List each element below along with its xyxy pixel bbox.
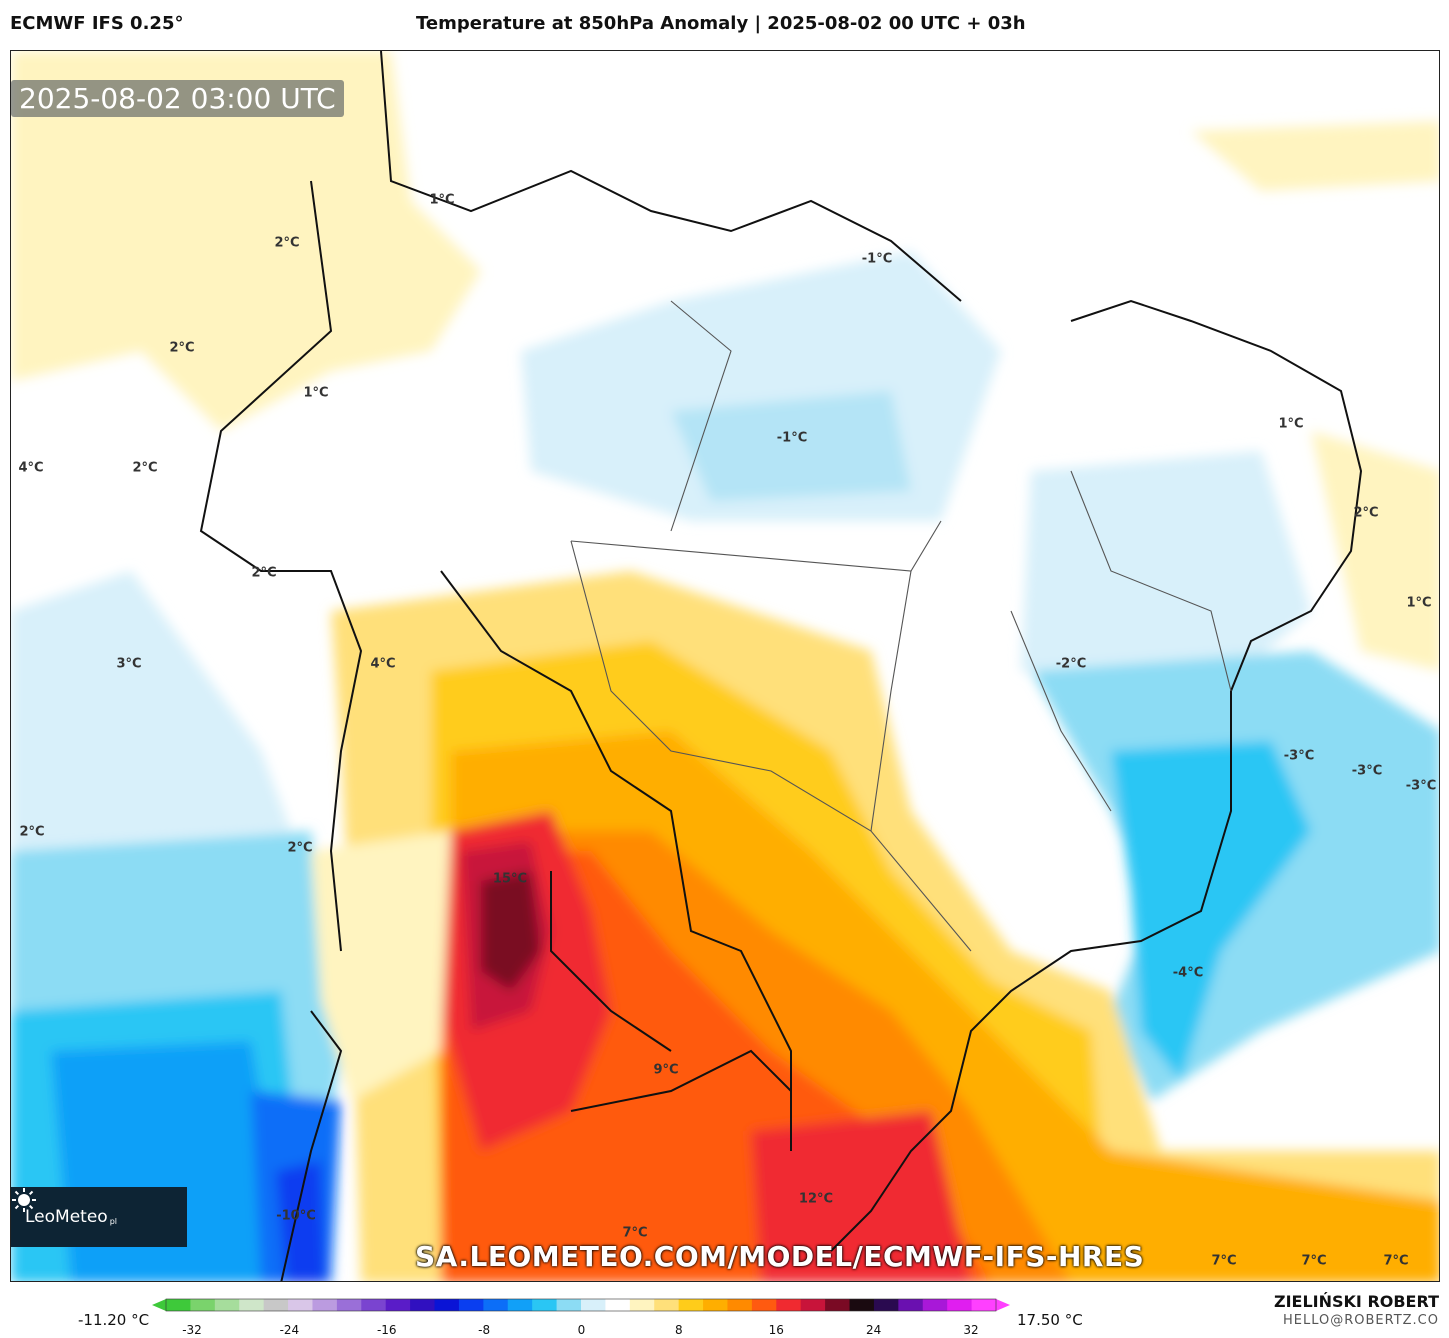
colorbar — [152, 1298, 1010, 1312]
contour-label: -3°C — [1351, 763, 1383, 779]
contour-label: 1°C — [1406, 595, 1432, 611]
contour-label: 4°C — [370, 656, 396, 672]
contour-label: 2°C — [169, 340, 195, 356]
colorbar-min-arrow — [152, 1299, 166, 1311]
colorbar-tick-label: 24 — [865, 1323, 882, 1337]
colorbar-tick-label: 8 — [675, 1323, 683, 1337]
colorbar-swatch — [507, 1299, 533, 1311]
colorbar-swatch — [214, 1299, 240, 1311]
colorbar-swatch — [434, 1299, 460, 1311]
colorbar-swatch — [361, 1299, 387, 1311]
colorbar-swatch — [703, 1299, 728, 1311]
map-field — [11, 51, 1439, 1281]
sun-icon — [12, 1188, 36, 1212]
contour-label: 1°C — [303, 385, 329, 401]
colorbar-min-label: -11.20 °C — [78, 1311, 150, 1329]
colorbar-tick-label: -8 — [478, 1323, 491, 1337]
anomaly-map[interactable]: 2025-08-02 03:00 UTC 1°C 2°C -1°C 2°C 1°C -1°… — [10, 50, 1440, 1282]
colorbar-swatch — [678, 1299, 704, 1311]
colorbar-frame — [165, 1298, 997, 1312]
temperature-field — [11, 51, 1439, 1281]
colorbar-swatch — [190, 1299, 216, 1311]
colorbar-swatch — [263, 1299, 289, 1311]
colorbar-swatch — [605, 1299, 631, 1311]
logo-text: LeoMeteo — [25, 1207, 108, 1227]
colorbar-swatch — [532, 1299, 558, 1311]
contour-label: 15°C — [492, 871, 528, 887]
colorbar-tick-label: 16 — [768, 1323, 784, 1337]
contour-label: 7°C — [1211, 1253, 1237, 1269]
colorbar-swatch — [922, 1299, 948, 1311]
colorbar-swatch — [873, 1299, 899, 1311]
colorbar-swatch — [898, 1299, 924, 1311]
contour-label: -4°C — [1172, 965, 1204, 981]
colorbar-swatch — [410, 1299, 436, 1311]
contour-label: 3°C — [116, 656, 142, 672]
colorbar-swatch — [727, 1299, 753, 1311]
contour-label: -2°C — [1055, 656, 1087, 672]
colorbar-swatch — [751, 1299, 777, 1311]
contour-label: 7°C — [622, 1225, 648, 1241]
colorbar-swatch — [825, 1299, 851, 1311]
contour-label: 2°C — [1353, 505, 1379, 521]
contour-label: 2°C — [251, 565, 277, 581]
contour-label: 2°C — [132, 460, 158, 476]
colorbar-max-label: 17.50 °C — [1017, 1311, 1083, 1329]
leometeo-logo: LeoMeteo pl — [11, 1187, 187, 1247]
state-borders — [570, 300, 1232, 952]
colorbar-tick-label: 0 — [577, 1323, 586, 1337]
colorbar-swatch — [776, 1299, 802, 1311]
contour-label: -10°C — [276, 1208, 316, 1224]
model-name: ECMWF IFS 0.25° — [10, 13, 184, 34]
country-borders — [199, 51, 1363, 1281]
author-email[interactable]: HELLO@ROBERTZ.CO — [1282, 1313, 1439, 1328]
colorbar-swatch — [971, 1299, 997, 1311]
colorbar-swatch — [239, 1299, 265, 1311]
contour-label: -3°C — [1283, 748, 1315, 764]
colorbar-max-arrow — [996, 1299, 1010, 1311]
colorbar-swatch — [800, 1299, 826, 1311]
colorbar-swatch — [629, 1299, 655, 1311]
timestamp-badge: 2025-08-02 03:00 UTC — [11, 80, 344, 117]
contour-label: 1°C — [429, 192, 455, 208]
contour-label: 7°C — [1301, 1253, 1327, 1269]
colorbar-tick-label: -24 — [279, 1323, 300, 1337]
map-title: Temperature at 850hPa Anomaly | 2025-08-… — [416, 13, 1026, 34]
contour-label: -3°C — [1405, 778, 1437, 794]
contour-label: -1°C — [861, 251, 893, 267]
colorbar-swatch — [312, 1299, 338, 1311]
contour-label: 9°C — [653, 1062, 679, 1078]
colorbar-swatch — [849, 1299, 875, 1311]
contour-label: 2°C — [19, 824, 45, 840]
contour-label: -1°C — [776, 430, 808, 446]
colorbar-swatch — [288, 1299, 313, 1311]
logo-suffix: pl — [109, 1216, 117, 1226]
colorbar-swatch — [336, 1299, 362, 1311]
contour-label: 1°C — [1278, 416, 1304, 432]
contour-label: 4°C — [18, 460, 44, 476]
contour-label: 12°C — [798, 1191, 834, 1207]
contour-label: 2°C — [274, 235, 300, 251]
colorbar-swatch — [385, 1299, 411, 1311]
colorbar-tick-label: -32 — [182, 1323, 202, 1337]
contour-label: 7°C — [1383, 1253, 1409, 1269]
colorbar-swatch — [581, 1299, 606, 1311]
colorbar-tick-label: 32 — [963, 1323, 979, 1337]
colorbar-tick-label: -16 — [376, 1323, 397, 1337]
author-name: ZIELIŃSKI ROBERT — [1273, 1292, 1439, 1311]
colorbar-swatch — [166, 1299, 191, 1311]
colorbar-swatch — [483, 1299, 509, 1311]
colorbar-swatch — [654, 1299, 680, 1311]
source-url[interactable]: SA.LEOMETEO.COM/MODEL/ECMWF-IFS-HRES — [415, 1240, 1145, 1273]
contour-label: 2°C — [287, 840, 313, 856]
colorbar-swatch — [458, 1299, 484, 1311]
colorbar-swatch — [556, 1299, 582, 1311]
colorbar-swatch — [947, 1299, 973, 1311]
